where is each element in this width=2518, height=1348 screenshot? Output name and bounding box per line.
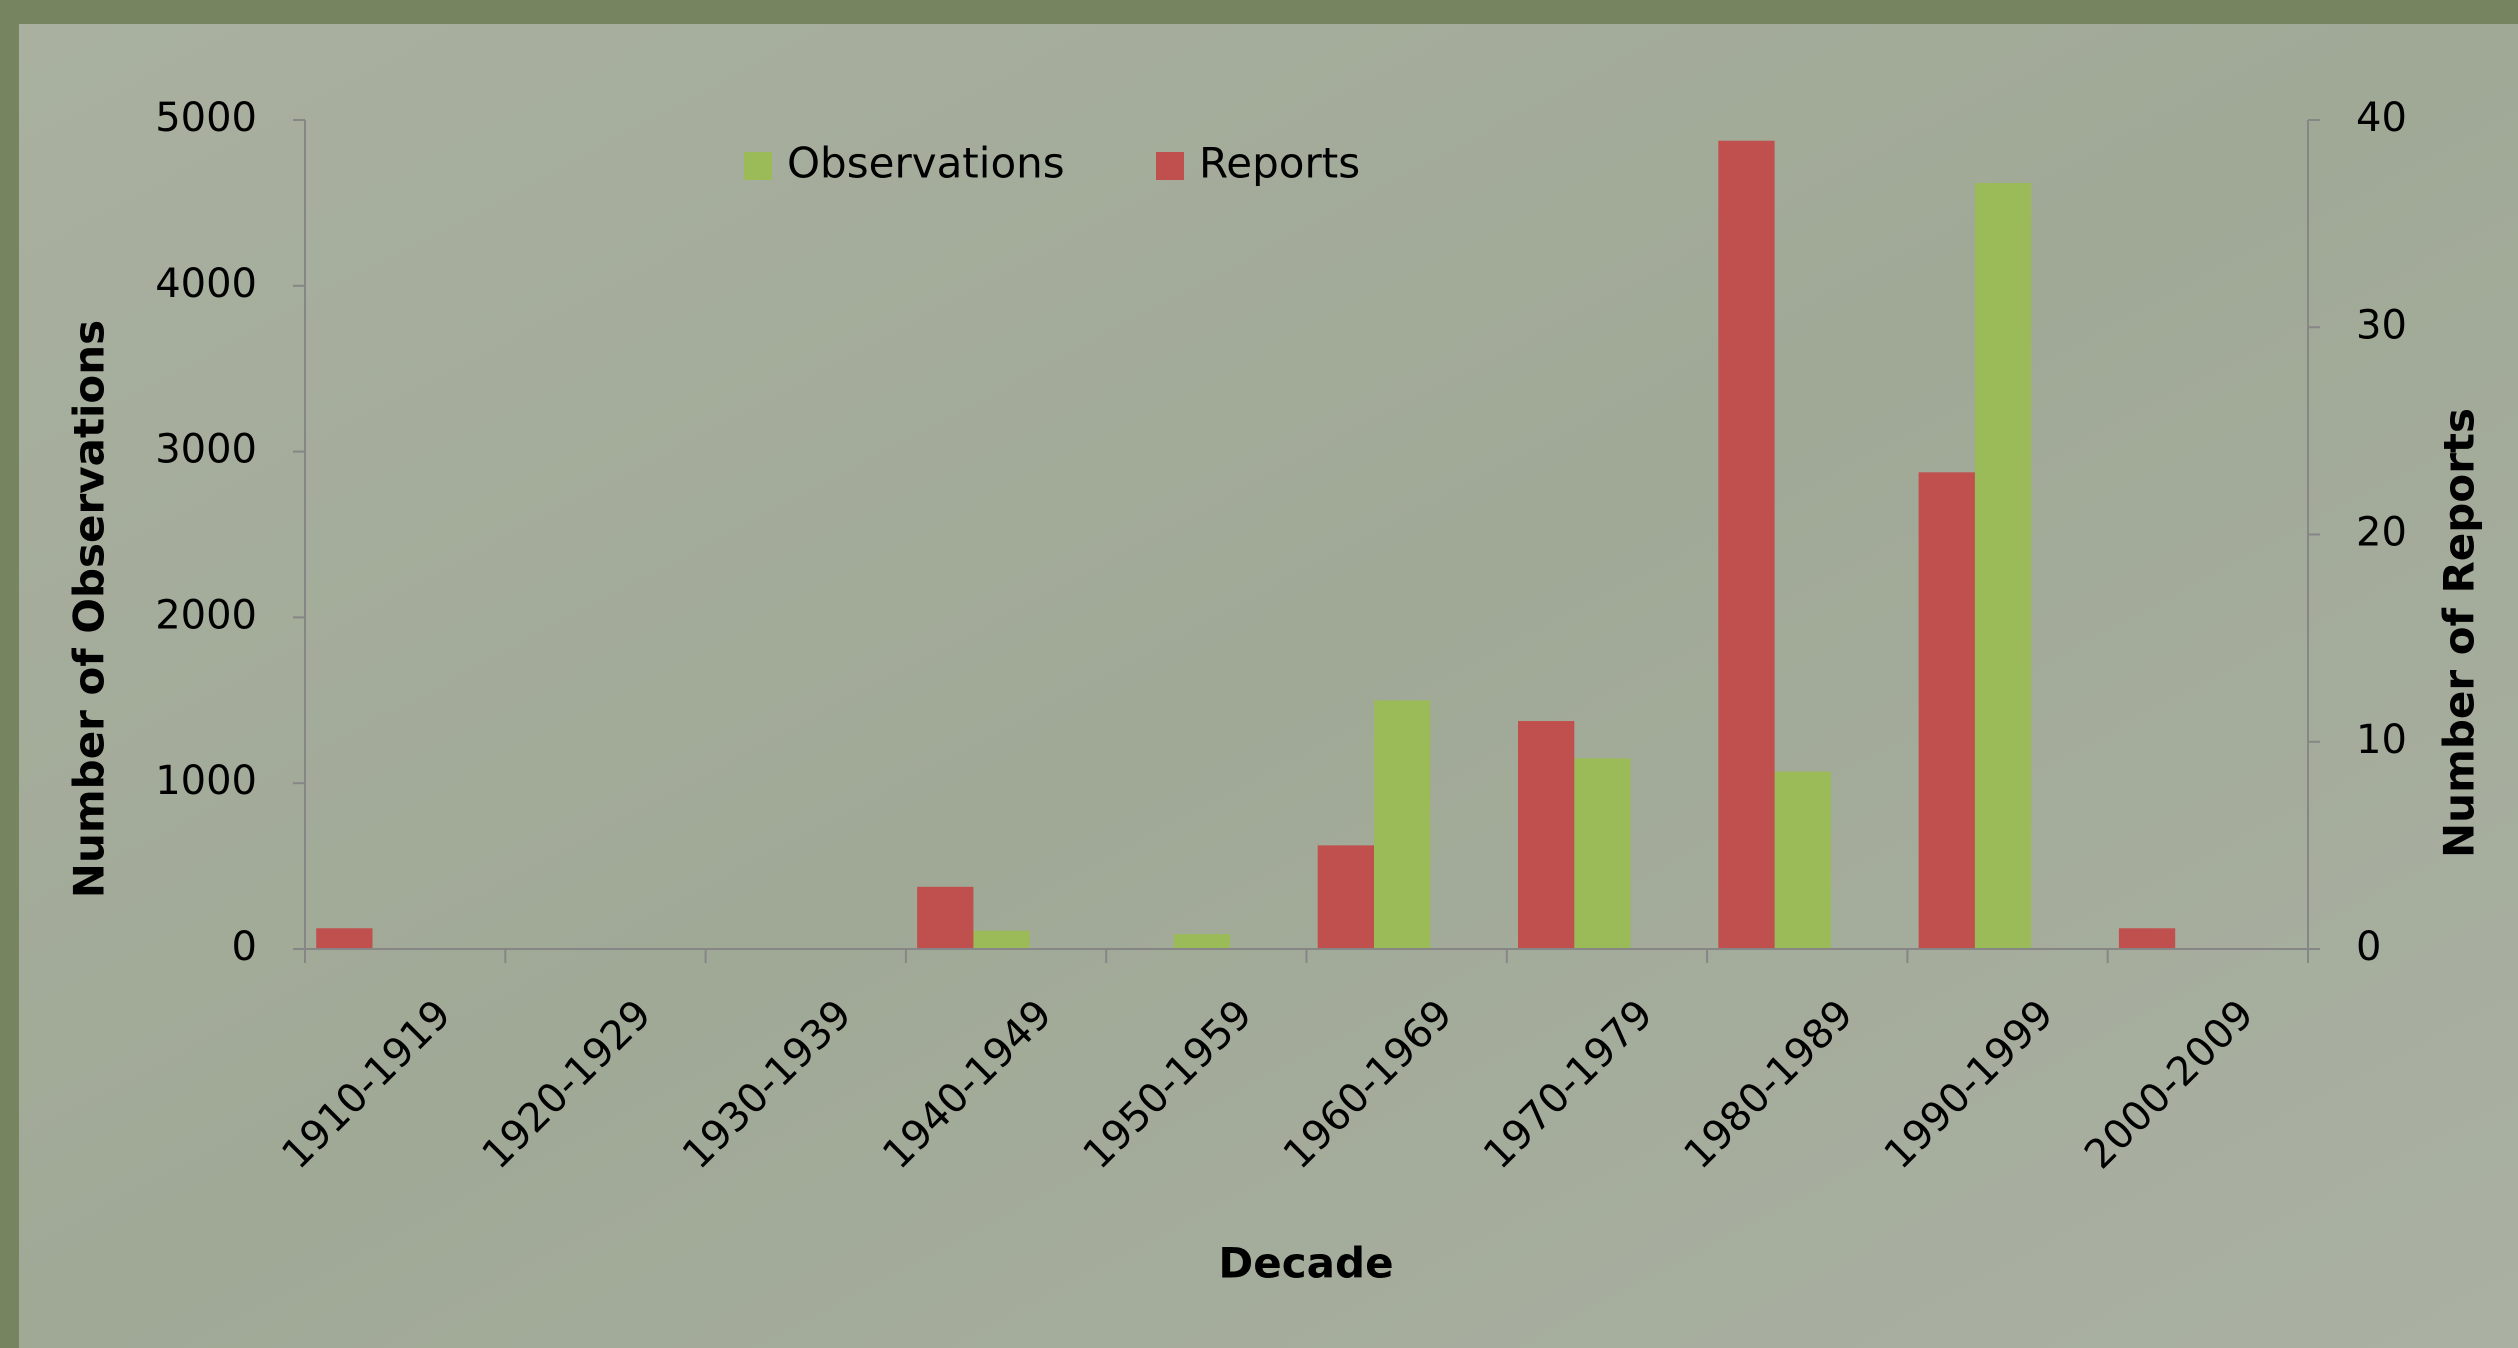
y-tick-label: 1000	[155, 758, 257, 804]
legend-label: Observations	[787, 139, 1065, 188]
bar	[1318, 845, 1374, 949]
y-tick-label: 3000	[155, 427, 257, 473]
bar	[1975, 183, 2031, 949]
bar	[2119, 928, 2175, 949]
bar	[1374, 700, 1430, 949]
y-tick-label: 2000	[155, 592, 257, 638]
bar	[1919, 472, 1975, 949]
bar	[1718, 141, 1774, 949]
y-tick-label: 0	[232, 924, 257, 970]
y2-tick-label: 10	[2356, 717, 2407, 763]
y2-tick-label: 20	[2356, 510, 2407, 556]
y-tick-label: 4000	[155, 261, 257, 307]
bar	[1775, 772, 1831, 949]
bar	[1574, 758, 1630, 949]
y2-tick-label: 0	[2356, 924, 2381, 970]
y-axis-title: Number of Observations	[65, 320, 114, 898]
legend-swatch	[744, 152, 772, 180]
plot-background	[19, 24, 2518, 1348]
y2-axis-title: Number of Reports	[2435, 408, 2484, 858]
y-tick-label: 5000	[155, 95, 257, 141]
page: {"chart_data": {"type": "bar", "x_label"…	[0, 0, 2518, 1348]
x-axis-title: Decade	[1218, 1239, 1393, 1288]
bar	[973, 931, 1029, 949]
bar	[1174, 934, 1230, 949]
legend-swatch	[1156, 152, 1184, 180]
legend-label: Reports	[1199, 139, 1360, 188]
chart: Decade Number of Observations Number of …	[0, 0, 2518, 1348]
bar	[1518, 721, 1574, 949]
y2-tick-label: 30	[2356, 302, 2407, 348]
bar	[316, 928, 372, 949]
bar	[917, 887, 973, 949]
y2-tick-label: 40	[2356, 95, 2407, 141]
